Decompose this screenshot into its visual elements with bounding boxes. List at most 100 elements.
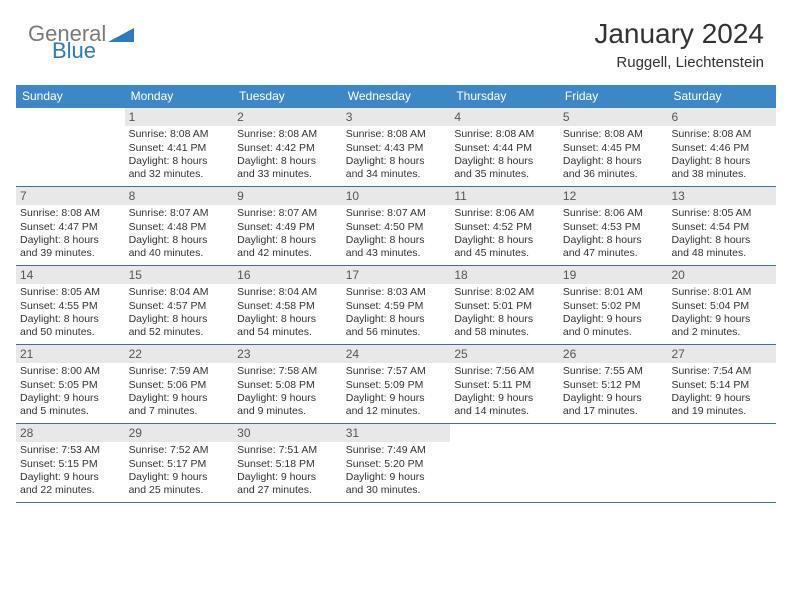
day-number: 10 (342, 187, 451, 205)
day-number: 29 (125, 424, 234, 442)
day-number: 15 (125, 266, 234, 284)
day-detail-line: and 30 minutes. (346, 484, 447, 497)
day-number: 6 (667, 108, 776, 126)
day-details: Sunrise: 8:07 AMSunset: 4:49 PMDaylight:… (233, 205, 342, 264)
header: General Blue January 2024 Ruggell, Liech… (0, 0, 792, 79)
calendar-day: 28Sunrise: 7:53 AMSunset: 5:15 PMDayligh… (16, 424, 125, 502)
day-detail-line: Sunrise: 8:05 AM (20, 286, 121, 299)
day-detail-line: Daylight: 9 hours (20, 471, 121, 484)
day-detail-line: Daylight: 8 hours (454, 155, 555, 168)
day-detail-line: Daylight: 9 hours (20, 392, 121, 405)
day-details: Sunrise: 8:05 AMSunset: 4:54 PMDaylight:… (667, 205, 776, 264)
calendar: Sunday Monday Tuesday Wednesday Thursday… (16, 85, 776, 503)
day-detail-line: Sunrise: 8:08 AM (454, 128, 555, 141)
day-detail-line: Sunset: 5:18 PM (237, 458, 338, 471)
title-block: January 2024 Ruggell, Liechtenstein (594, 18, 764, 71)
calendar-week: 28Sunrise: 7:53 AMSunset: 5:15 PMDayligh… (16, 424, 776, 503)
calendar-day: 26Sunrise: 7:55 AMSunset: 5:12 PMDayligh… (559, 345, 668, 423)
day-details: Sunrise: 8:08 AMSunset: 4:44 PMDaylight:… (450, 126, 559, 185)
calendar-day: 22Sunrise: 7:59 AMSunset: 5:06 PMDayligh… (125, 345, 234, 423)
day-detail-line: Sunset: 4:58 PM (237, 300, 338, 313)
dow-thursday: Thursday (450, 85, 559, 108)
day-detail-line: and 34 minutes. (346, 168, 447, 181)
day-number (450, 424, 559, 440)
day-detail-line: Sunrise: 8:07 AM (237, 207, 338, 220)
day-detail-line: Daylight: 9 hours (346, 392, 447, 405)
calendar-day: 10Sunrise: 8:07 AMSunset: 4:50 PMDayligh… (342, 187, 451, 265)
day-details: Sunrise: 8:08 AMSunset: 4:47 PMDaylight:… (16, 205, 125, 264)
day-detail-line: Sunrise: 8:08 AM (20, 207, 121, 220)
day-detail-line: Daylight: 8 hours (237, 234, 338, 247)
day-detail-line: Sunset: 5:05 PM (20, 379, 121, 392)
day-detail-line: Sunrise: 7:59 AM (129, 365, 230, 378)
logo: General Blue (28, 18, 134, 62)
day-details (16, 124, 125, 130)
day-details (667, 440, 776, 446)
day-detail-line: Sunrise: 8:04 AM (129, 286, 230, 299)
calendar-day: 14Sunrise: 8:05 AMSunset: 4:55 PMDayligh… (16, 266, 125, 344)
day-detail-line: Sunrise: 7:54 AM (671, 365, 772, 378)
day-detail-line: and 33 minutes. (237, 168, 338, 181)
day-number: 3 (342, 108, 451, 126)
day-detail-line: Sunrise: 8:03 AM (346, 286, 447, 299)
day-number: 24 (342, 345, 451, 363)
calendar-day: 27Sunrise: 7:54 AMSunset: 5:14 PMDayligh… (667, 345, 776, 423)
day-detail-line: and 14 minutes. (454, 405, 555, 418)
day-details: Sunrise: 7:56 AMSunset: 5:11 PMDaylight:… (450, 363, 559, 422)
day-detail-line: Sunset: 4:54 PM (671, 221, 772, 234)
calendar-day: 6Sunrise: 8:08 AMSunset: 4:46 PMDaylight… (667, 108, 776, 186)
dow-saturday: Saturday (667, 85, 776, 108)
calendar-day: 5Sunrise: 8:08 AMSunset: 4:45 PMDaylight… (559, 108, 668, 186)
day-detail-line: Sunset: 4:45 PM (563, 142, 664, 155)
day-detail-line: and 43 minutes. (346, 247, 447, 260)
calendar-day: 8Sunrise: 8:07 AMSunset: 4:48 PMDaylight… (125, 187, 234, 265)
day-details: Sunrise: 8:08 AMSunset: 4:43 PMDaylight:… (342, 126, 451, 185)
day-detail-line: Daylight: 8 hours (563, 234, 664, 247)
day-details: Sunrise: 7:53 AMSunset: 5:15 PMDaylight:… (16, 442, 125, 501)
dow-monday: Monday (125, 85, 234, 108)
calendar-day: 2Sunrise: 8:08 AMSunset: 4:42 PMDaylight… (233, 108, 342, 186)
day-detail-line: and 9 minutes. (237, 405, 338, 418)
day-detail-line: Daylight: 9 hours (671, 392, 772, 405)
day-number: 21 (16, 345, 125, 363)
day-detail-line: Sunrise: 8:06 AM (563, 207, 664, 220)
day-detail-line: Daylight: 9 hours (454, 392, 555, 405)
day-detail-line: and 19 minutes. (671, 405, 772, 418)
day-detail-line: and 45 minutes. (454, 247, 555, 260)
day-details: Sunrise: 8:06 AMSunset: 4:52 PMDaylight:… (450, 205, 559, 264)
day-detail-line: Sunrise: 7:53 AM (20, 444, 121, 457)
calendar-week: 14Sunrise: 8:05 AMSunset: 4:55 PMDayligh… (16, 266, 776, 345)
day-detail-line: Sunset: 5:17 PM (129, 458, 230, 471)
day-number: 16 (233, 266, 342, 284)
day-details: Sunrise: 7:59 AMSunset: 5:06 PMDaylight:… (125, 363, 234, 422)
day-detail-line: and 39 minutes. (20, 247, 121, 260)
day-detail-line: and 32 minutes. (129, 168, 230, 181)
day-number: 4 (450, 108, 559, 126)
day-detail-line: Sunset: 4:41 PM (129, 142, 230, 155)
day-detail-line: Daylight: 8 hours (129, 155, 230, 168)
day-detail-line: Sunset: 4:44 PM (454, 142, 555, 155)
day-detail-line: Sunset: 4:47 PM (20, 221, 121, 234)
calendar-day: 31Sunrise: 7:49 AMSunset: 5:20 PMDayligh… (342, 424, 451, 502)
day-detail-line: Sunrise: 8:01 AM (671, 286, 772, 299)
day-detail-line: Sunrise: 8:07 AM (346, 207, 447, 220)
day-detail-line: Sunset: 4:43 PM (346, 142, 447, 155)
day-detail-line: Sunset: 5:04 PM (671, 300, 772, 313)
day-details: Sunrise: 7:49 AMSunset: 5:20 PMDaylight:… (342, 442, 451, 501)
calendar-week: 7Sunrise: 8:08 AMSunset: 4:47 PMDaylight… (16, 187, 776, 266)
day-detail-line: and 22 minutes. (20, 484, 121, 497)
day-detail-line: and 27 minutes. (237, 484, 338, 497)
calendar-day: 29Sunrise: 7:52 AMSunset: 5:17 PMDayligh… (125, 424, 234, 502)
day-number: 18 (450, 266, 559, 284)
day-details: Sunrise: 8:04 AMSunset: 4:57 PMDaylight:… (125, 284, 234, 343)
day-detail-line: Sunset: 4:52 PM (454, 221, 555, 234)
location-subtitle: Ruggell, Liechtenstein (594, 54, 764, 71)
day-detail-line: Daylight: 8 hours (20, 234, 121, 247)
day-details: Sunrise: 8:02 AMSunset: 5:01 PMDaylight:… (450, 284, 559, 343)
day-number: 17 (342, 266, 451, 284)
day-detail-line: Sunset: 5:09 PM (346, 379, 447, 392)
calendar-day: 4Sunrise: 8:08 AMSunset: 4:44 PMDaylight… (450, 108, 559, 186)
calendar-day: 13Sunrise: 8:05 AMSunset: 4:54 PMDayligh… (667, 187, 776, 265)
calendar-day: 15Sunrise: 8:04 AMSunset: 4:57 PMDayligh… (125, 266, 234, 344)
day-detail-line: Sunset: 4:59 PM (346, 300, 447, 313)
